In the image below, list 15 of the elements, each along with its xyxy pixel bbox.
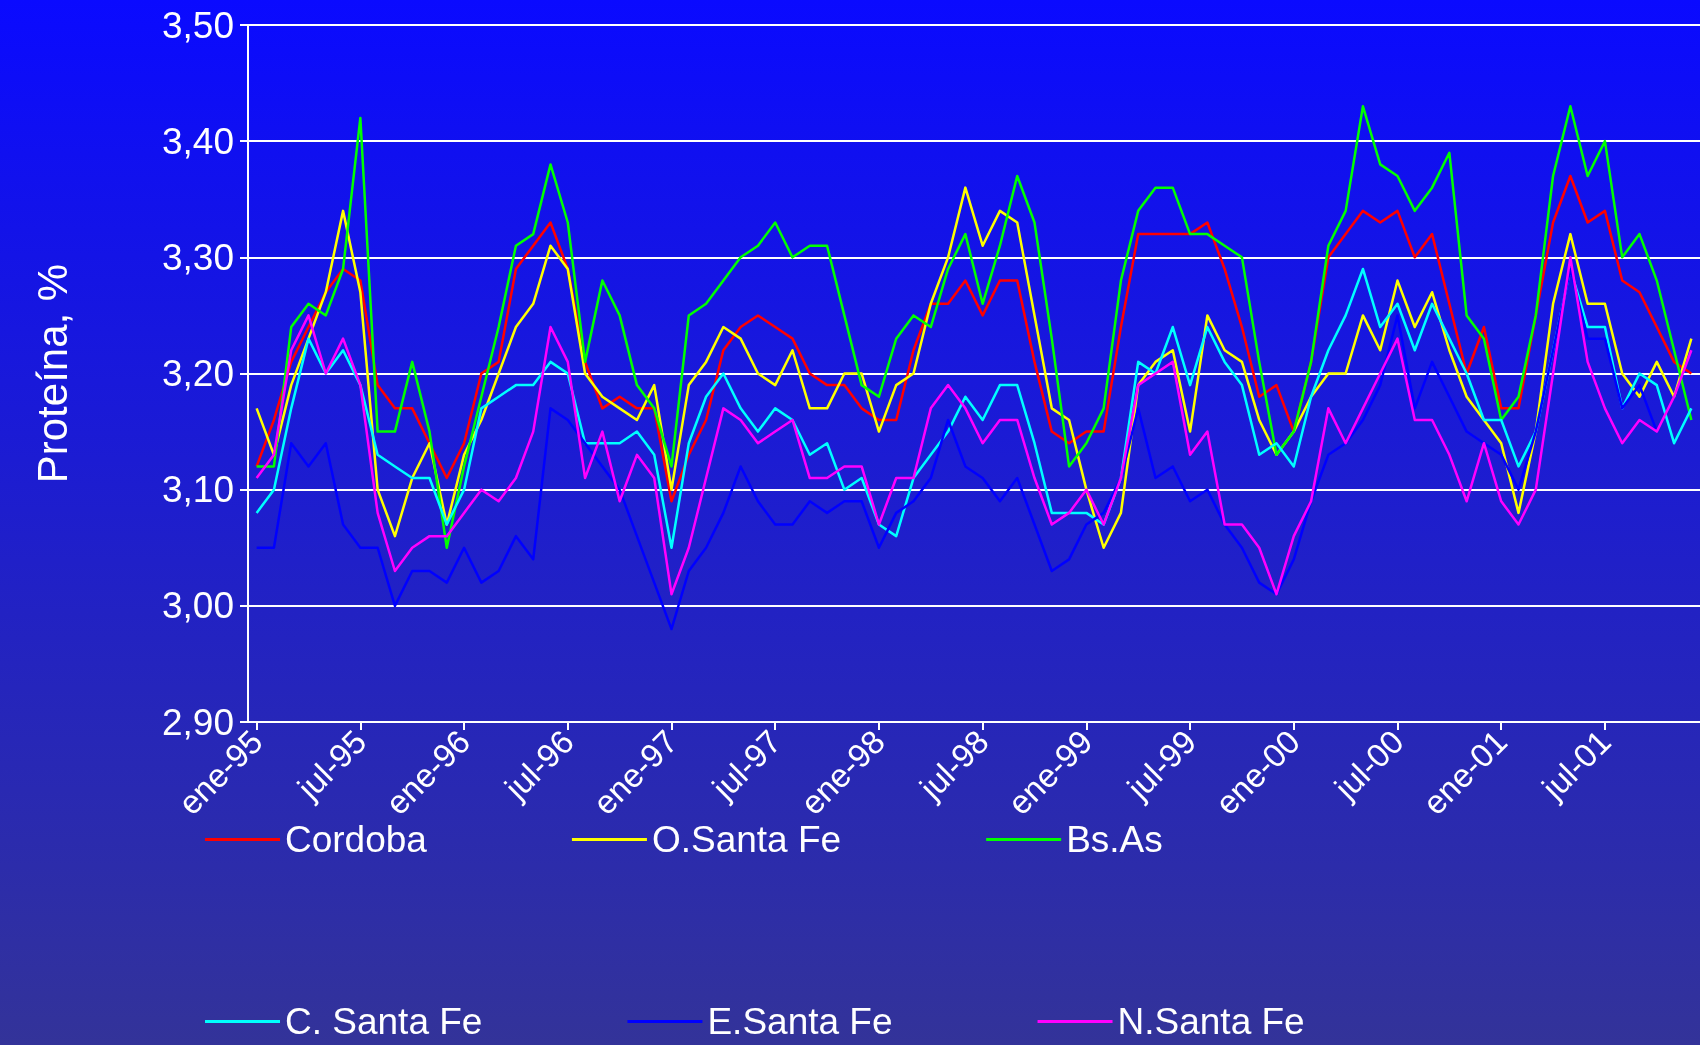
y-tick-label: 3,20: [161, 353, 234, 394]
line-series: [255, 186, 1693, 549]
legend-label: C. Santa Fe: [285, 1001, 483, 1042]
line-series: [255, 105, 1693, 549]
y-tick-label: 3,30: [161, 236, 234, 278]
y-axis-title: Proteína, %: [28, 263, 76, 484]
y-tick-label: 3,10: [161, 469, 234, 511]
legend-label: Cordoba: [285, 819, 428, 860]
legend-label: O.Santa Fe: [651, 819, 842, 860]
legend-label: E.Santa Fe: [707, 1001, 893, 1042]
legend-label: N.Santa Fe: [1117, 1001, 1305, 1042]
y-tick-label: 3,50: [161, 4, 234, 46]
y-tick-label: 3,40: [161, 120, 234, 162]
y-tick-label: 3,00: [161, 585, 234, 627]
legend-label: Bs.As: [1066, 819, 1163, 860]
